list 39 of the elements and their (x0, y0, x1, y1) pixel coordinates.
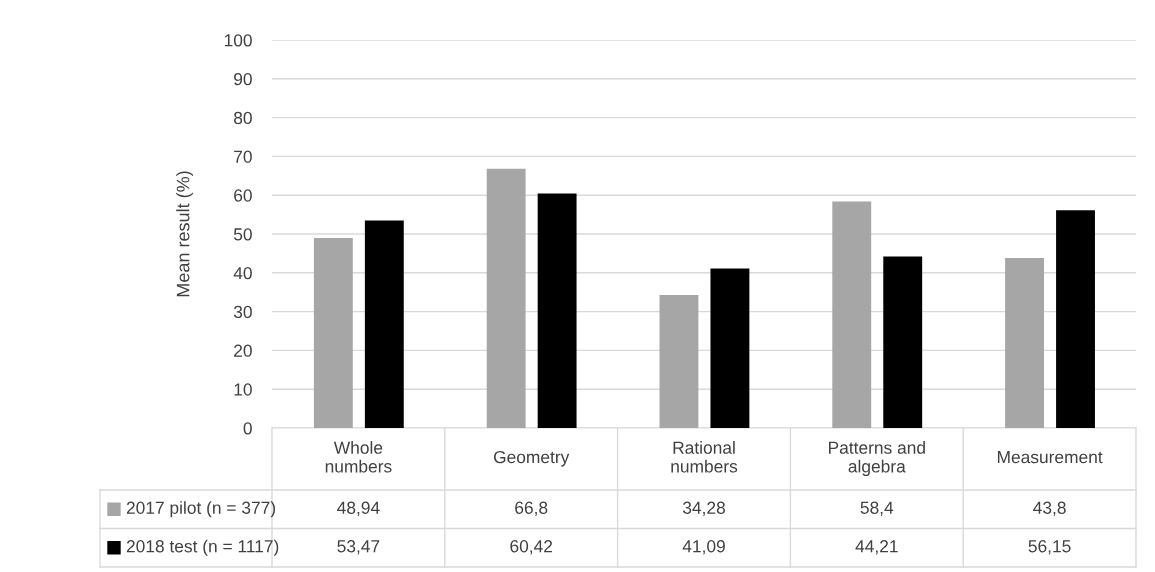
legend-label: 2018 test (n = 1117) (126, 539, 279, 556)
bar (486, 168, 526, 428)
legend-label: 2017 pilot (n = 377) (126, 501, 276, 518)
data-label: 58,4 (860, 501, 894, 516)
x-tick-label: Patterns and algebra (829, 441, 925, 476)
data-label: 66,8 (515, 501, 548, 516)
x-tick-label: Measurement (997, 451, 1103, 464)
y-tick-label: 50 (233, 228, 252, 241)
x-tick-label: Geometry (493, 450, 570, 467)
y-tick-label: 20 (234, 344, 252, 357)
bar (1056, 210, 1095, 428)
data-label: 34,28 (682, 501, 725, 516)
bar (537, 193, 577, 428)
y-tick-label: 40 (233, 266, 252, 280)
data-label: 56,15 (1028, 540, 1071, 555)
data-label: 41,09 (682, 540, 725, 555)
y-tick-label: 10 (234, 383, 252, 396)
data-label: 44,21 (855, 540, 898, 555)
data-label: 43,8 (1033, 501, 1066, 516)
y-tick-label: 30 (233, 305, 252, 319)
y-tick-label: 80 (234, 111, 252, 125)
x-tick-label: Rational numbers (671, 441, 738, 473)
y-tick-label: 70 (234, 150, 252, 163)
data-label: 48,94 (337, 501, 380, 516)
data-label: 53,47 (337, 540, 380, 555)
bar (659, 294, 699, 428)
y-tick-label: 90 (234, 72, 252, 86)
y-tick-label: 60 (234, 189, 252, 202)
bar (832, 201, 872, 428)
bar (883, 256, 923, 428)
y-axis-title: Mean result (%) (176, 171, 194, 297)
x-tick-label: Whole numbers (325, 441, 392, 473)
bar (364, 220, 404, 428)
bar (1005, 258, 1044, 428)
y-tick-label: 100 (224, 34, 252, 47)
bar (313, 238, 353, 428)
data-label: 60,42 (510, 540, 553, 555)
y-tick-label: 0 (243, 422, 252, 435)
bar (710, 268, 750, 428)
